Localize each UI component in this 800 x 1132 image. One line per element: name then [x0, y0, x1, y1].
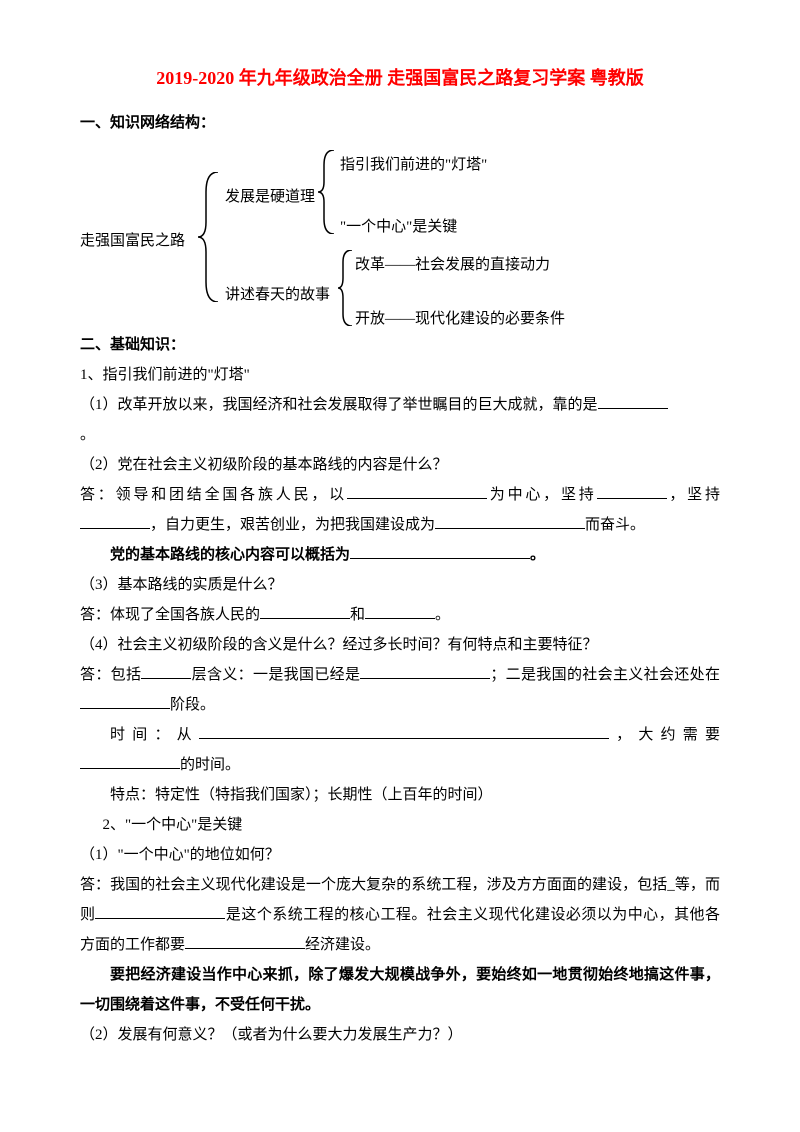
text: ，自力更生，艰苦创业，为把我国建设成为	[150, 517, 435, 533]
text: ，大约需要	[609, 727, 720, 743]
q1-title: 1、指引我们前进的"灯塔"	[80, 360, 720, 390]
blank-field[interactable]	[598, 408, 668, 409]
brace-icon	[316, 150, 336, 234]
text: 层含义：一是我国已经是	[191, 667, 360, 683]
q1-p4b: 时间：从 ，大约需要的时间。	[80, 720, 720, 780]
diagram-leaf: 开放——现代化建设的必要条件	[355, 304, 565, 334]
blank-field[interactable]	[597, 498, 667, 499]
q1-p3: （3）基本路线的实质是什么？	[80, 570, 720, 600]
blank-field[interactable]	[141, 678, 191, 679]
blank-field[interactable]	[350, 558, 530, 559]
blank-field[interactable]	[80, 708, 170, 709]
q1-p2: （2）党在社会主义初级阶段的基本路线的内容是什么？	[80, 450, 720, 480]
text: 而奋斗。	[585, 517, 645, 533]
q2-p2: （2）发展有何意义？（或者为什么要大力发展生产力？）	[80, 1020, 720, 1050]
text: 答：体现了全国各族人民的	[80, 607, 260, 623]
section2-header: 二、基础知识：	[80, 330, 720, 360]
blank-field[interactable]	[365, 618, 435, 619]
blank-field[interactable]	[185, 948, 305, 949]
brace-icon	[196, 172, 220, 302]
blank-field[interactable]	[435, 528, 585, 529]
diagram-root: 走强国富民之路	[80, 226, 185, 256]
blank-field[interactable]	[347, 498, 487, 499]
text: 。	[530, 547, 545, 563]
q2-p1: （1）"一个中心"的地位如何？	[80, 840, 720, 870]
diagram-leaf: 指引我们前进的"灯塔"	[340, 150, 487, 180]
blank-field[interactable]	[199, 738, 609, 739]
text: 答：包括	[80, 667, 141, 683]
q1-p4c: 特点：特定性（特指我们国家）；长期性（上百年的时间）	[80, 780, 720, 810]
q1-p2b: 党的基本路线的核心内容可以概括为 。	[80, 540, 720, 570]
text: ，坚持	[667, 487, 720, 503]
text: 的时间。	[180, 757, 240, 773]
diagram-leaf: 改革——社会发展的直接动力	[355, 250, 550, 280]
section1-header: 一、知识网络结构：	[80, 108, 720, 138]
text: 为中心，坚持	[487, 487, 597, 503]
q1-p3-answer: 答：体现了全国各族人民的 和 。	[80, 600, 720, 630]
text: 答：领导和团结全国各族人民，以	[80, 487, 347, 503]
text: ；二是我国的社会主义社会还处在	[490, 667, 720, 683]
text: 。	[80, 420, 720, 450]
text: 是这个系统工程的核心工程。社会主义现代化建设必须以为中心，其他各方面的工作都要	[80, 907, 720, 953]
text: 时间：从	[110, 727, 199, 743]
text: 经济建设。	[305, 937, 380, 953]
diagram-branch: 发展是硬道理	[225, 182, 315, 212]
blank-field[interactable]	[360, 678, 490, 679]
blank-field[interactable]	[80, 768, 180, 769]
knowledge-diagram: 走强国富民之路 发展是硬道理 指引我们前进的"灯塔" "一个中心"是关键 讲述春…	[80, 144, 720, 324]
q2-title: 2、"一个中心"是关键	[80, 810, 720, 840]
brace-icon	[336, 250, 354, 326]
q1-p4-answer: 答：包括 层含义：一是我国已经是 ；二是我国的社会主义社会还处在阶段。	[80, 660, 720, 720]
blank-field[interactable]	[95, 918, 225, 919]
blank-field[interactable]	[260, 618, 350, 619]
q2-p1b: 要把经济建设当作中心来抓，除了爆发大规模战争外，要始终如一地贯彻始终地搞这件事，…	[80, 960, 720, 1020]
q1-p1: （1）改革开放以来，我国经济和社会发展取得了举世瞩目的巨大成就，靠的是	[80, 390, 720, 420]
diagram-branch: 讲述春天的故事	[225, 280, 330, 310]
document-title: 2019-2020 年九年级政治全册 走强国富民之路复习学案 粤教版	[80, 60, 720, 96]
text: 。	[435, 607, 450, 623]
text: 和	[350, 607, 365, 623]
text: 党的基本路线的核心内容可以概括为	[110, 547, 350, 563]
q1-p4: （4）社会主义初级阶段的含义是什么？经过多长时间？有何特点和主要特征？	[80, 630, 720, 660]
blank-field[interactable]	[80, 528, 150, 529]
diagram-leaf: "一个中心"是关键	[340, 212, 457, 242]
text: （1）改革开放以来，我国经济和社会发展取得了举世瞩目的巨大成就，靠的是	[80, 397, 598, 413]
q1-p2-answer: 答：领导和团结全国各族人民，以 为中心，坚持 ，坚持 ，自力更生，艰苦创业，为把我国建…	[80, 480, 720, 540]
text: 阶段。	[170, 697, 215, 713]
q2-p1-answer: 答：我国的社会主义现代化建设是一个庞大复杂的系统工程，涉及方方面面的建设，包括_…	[80, 870, 720, 960]
